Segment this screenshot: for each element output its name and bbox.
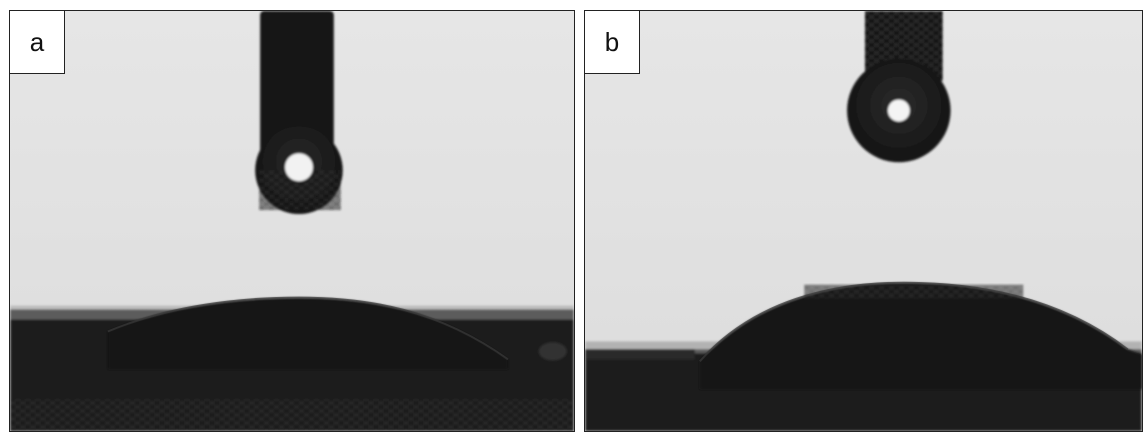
droplet-a	[107, 297, 508, 370]
contact-angle-image-b	[585, 11, 1142, 431]
needle-a	[255, 11, 343, 215]
contact-angle-image-a	[10, 11, 574, 431]
droplet-b	[699, 282, 1142, 390]
panel-label-b: b	[585, 11, 640, 74]
needle-b	[847, 11, 951, 163]
panel-label-a: a	[10, 11, 65, 74]
panel-b-photo: b	[584, 10, 1143, 432]
panel-a-photo: a	[9, 10, 575, 432]
